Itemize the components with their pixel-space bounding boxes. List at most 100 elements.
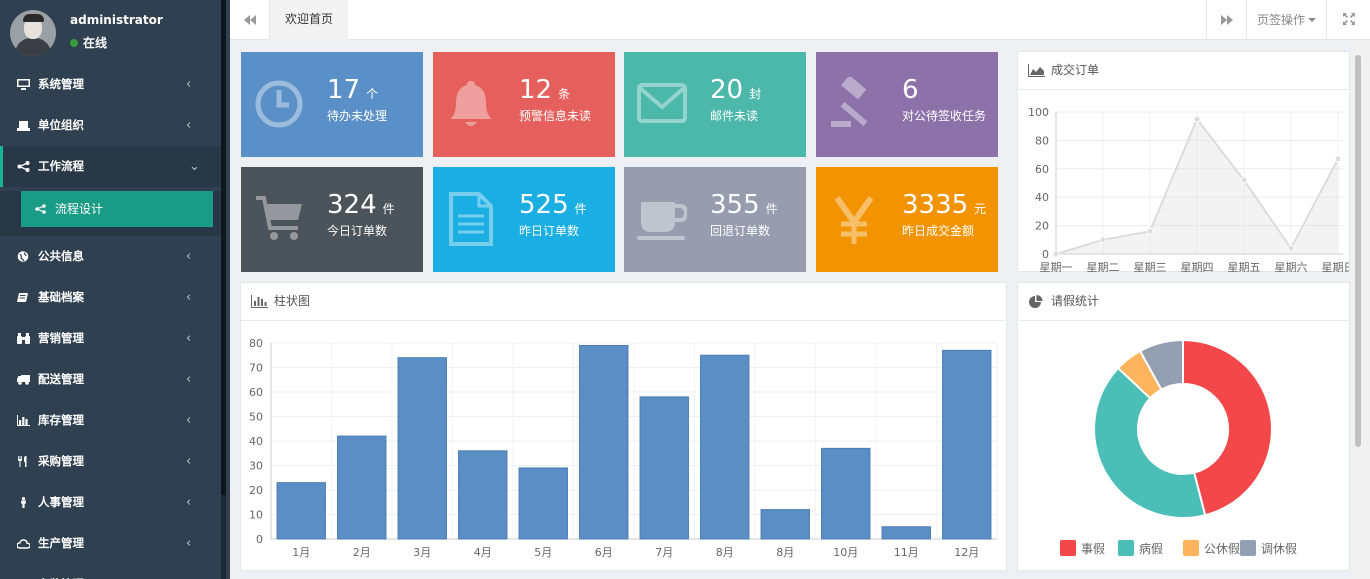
- sidebar-item-11[interactable]: 安监管理 ‹: [0, 564, 221, 579]
- bar-9: [821, 447, 871, 540]
- sidebar-item-7[interactable]: 库存管理 ‹: [0, 400, 221, 441]
- file-icon: [449, 192, 493, 246]
- stat-tile-5[interactable]: 525 件昨日订单数: [433, 167, 615, 272]
- stat-tile-value: 3335 元: [902, 191, 986, 223]
- sidebar-scrollbar[interactable]: [221, 0, 226, 579]
- expand-icon: [1342, 13, 1355, 25]
- chevron-down-icon: ⌄: [189, 159, 200, 174]
- stat-tile-desc: 昨日订单数: [519, 224, 580, 238]
- stat-tile-number: 20: [710, 75, 744, 105]
- sidebar-item-6[interactable]: 配送管理 ‹: [0, 359, 221, 400]
- orders-panel-header: 成交订单: [1018, 52, 1349, 90]
- stat-tile-1[interactable]: 12 条预警信息未读: [433, 52, 615, 157]
- stat-tile-unit: 条: [558, 87, 571, 101]
- sidebar-item-4[interactable]: 基础档案 ‹: [0, 277, 221, 318]
- slice-1: [1093, 366, 1207, 519]
- tab-ops-label: 页签操作: [1256, 13, 1305, 27]
- stat-tile-desc: 回退订单数: [710, 224, 771, 238]
- stat-tile-unit: 件: [574, 202, 587, 216]
- chevron-left-icon: ‹: [186, 290, 192, 305]
- stat-tile-value: 17 个: [327, 76, 378, 108]
- chevron-left-icon: ‹: [186, 372, 192, 387]
- sidebar: administrator 在线 系统管理 ‹ 单位组织 ‹ 工作流程 ⌄ 流程设计公共信息…: [0, 0, 230, 579]
- fullscreen-button[interactable]: [1326, 0, 1370, 40]
- tab-ops-dropdown[interactable]: 页签操作: [1246, 0, 1326, 40]
- sidebar-subitem-workflow-design[interactable]: 流程设计: [21, 191, 213, 227]
- sidebar-item-label: 配送管理: [38, 372, 84, 386]
- stat-tile-value: 12 条: [519, 76, 570, 108]
- share-alt-icon: [35, 204, 46, 214]
- globe-icon: [17, 251, 29, 262]
- user-status: 在线: [70, 34, 107, 51]
- bar-1: [337, 435, 387, 540]
- legend-label: 病假: [1139, 541, 1163, 556]
- legend-label: 公休假: [1204, 542, 1240, 556]
- bar-chart-icon: [17, 415, 30, 426]
- x-tick-label: 3月: [413, 546, 431, 559]
- orders-panel-title: 成交订单: [1051, 63, 1100, 77]
- sidebar-item-8[interactable]: 采购管理 ‹: [0, 441, 221, 482]
- bar-panel-header: 柱状图: [241, 283, 1006, 321]
- chevron-left-icon: ‹: [186, 249, 192, 264]
- x-tick-label: 8月: [776, 546, 794, 559]
- y-tick-label: 80: [249, 337, 263, 350]
- sidebar-item-label: 安监管理: [38, 564, 84, 579]
- page-scrollbar-thumb[interactable]: [1355, 55, 1361, 447]
- avatar[interactable]: [10, 10, 56, 56]
- stat-tile-2[interactable]: 20 封邮件未读: [624, 52, 806, 157]
- share-icon: [17, 161, 30, 172]
- data-point: [1099, 236, 1107, 244]
- y-tick-label: 40: [249, 435, 263, 448]
- bar-10: [881, 526, 931, 540]
- stat-tile-6[interactable]: 355 件回退订单数: [624, 167, 806, 272]
- sidebar-submenu: 流程设计: [0, 191, 221, 236]
- sidebar-item-1[interactable]: 单位组织 ‹: [0, 105, 221, 146]
- sidebar-item-9[interactable]: 人事管理 ‹: [0, 482, 221, 523]
- stat-tile-0[interactable]: 17 个待办未处理: [241, 52, 423, 157]
- tab-welcome[interactable]: 欢迎首页: [270, 0, 349, 40]
- pie-chart-icon: [1029, 295, 1043, 308]
- yen-icon: [834, 196, 874, 244]
- sidebar-item-3[interactable]: 公共信息 ‹: [0, 236, 221, 277]
- stat-tile-unit: 个: [366, 87, 379, 101]
- sidebar-scrollbar-thumb[interactable]: [221, 0, 226, 495]
- sidebar-item-label: 营销管理: [38, 331, 84, 345]
- bar-5: [579, 344, 629, 540]
- user-name: administrator: [70, 13, 163, 27]
- data-point: [1334, 155, 1342, 163]
- sidebar-item-5[interactable]: 营销管理 ‹: [0, 318, 221, 359]
- bar-chart-icon: [251, 295, 268, 308]
- forward-icon: [1220, 15, 1233, 25]
- stat-tile-7[interactable]: 3335 元昨日成交金额: [816, 167, 998, 272]
- stat-tile-value: 355 件: [710, 191, 778, 223]
- tab-scroll-left-button[interactable]: [230, 0, 270, 40]
- cutlery-icon: [18, 456, 27, 467]
- sidebar-item-10[interactable]: 生产管理 ‹: [0, 523, 221, 564]
- x-tick-label: 4月: [474, 546, 492, 559]
- tab-scroll-right-button[interactable]: [1206, 0, 1246, 40]
- chevron-left-icon: ‹: [186, 118, 192, 133]
- y-tick-label: 40: [1035, 191, 1049, 204]
- sidebar-item-label: 采购管理: [38, 454, 84, 468]
- stat-tile-number: 17: [327, 75, 361, 105]
- stat-tile-desc: 邮件未读: [710, 109, 759, 123]
- stat-tile-3[interactable]: 6 对公待签收任务: [816, 52, 998, 157]
- sidebar-item-label: 库存管理: [38, 413, 84, 427]
- cart-icon: [256, 196, 302, 240]
- envelope-icon: [637, 83, 687, 123]
- book-icon: [17, 293, 28, 302]
- orders-panel: 成交订单 0 20 40 60 80 100 星期一 星期二 星期三 星期四 星期五 星期六 星期日: [1017, 51, 1350, 272]
- stat-tile-4[interactable]: 324 件今日订单数: [241, 167, 423, 272]
- stat-tile-number: 324: [327, 190, 377, 220]
- sidebar-item-2[interactable]: 工作流程 ⌄: [0, 146, 221, 187]
- sidebar-item-0[interactable]: 系统管理 ‹: [0, 64, 221, 105]
- y-tick-label: 30: [249, 460, 263, 473]
- sidebar-item-label: 单位组织: [38, 118, 84, 132]
- bar-7: [700, 354, 750, 540]
- chevron-left-icon: ‹: [186, 454, 192, 469]
- tab-bar: 欢迎首页 页签操作: [230, 0, 1370, 40]
- leave-panel-title: 请假统计: [1051, 294, 1100, 308]
- slice-3: [1138, 338, 1184, 391]
- y-tick-label: 10: [249, 509, 263, 522]
- user-status-text: 在线: [83, 36, 108, 50]
